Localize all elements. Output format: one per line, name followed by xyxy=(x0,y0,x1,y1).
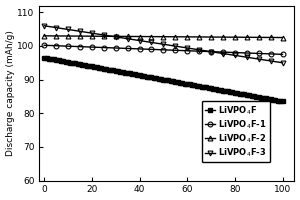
LiVPO$_4$F-1 xyxy=(102,46,106,49)
Line: LiVPO$_4$F-1: LiVPO$_4$F-1 xyxy=(42,43,285,57)
LiVPO$_4$F-2 xyxy=(59,35,63,37)
LiVPO$_4$F xyxy=(102,67,106,70)
LiVPO$_4$F-1 xyxy=(42,44,46,46)
Line: LiVPO$_4$F-3: LiVPO$_4$F-3 xyxy=(42,23,285,65)
LiVPO$_4$F xyxy=(59,60,63,62)
Y-axis label: Discharge capacity (mAh/g): Discharge capacity (mAh/g) xyxy=(6,30,15,156)
LiVPO$_4$F-2 xyxy=(42,35,46,37)
LiVPO$_4$F-2 xyxy=(102,35,106,37)
LiVPO$_4$F-1 xyxy=(152,48,156,51)
LiVPO$_4$F xyxy=(209,87,213,90)
LiVPO$_4$F-1 xyxy=(209,50,213,53)
LiVPO$_4$F-2 xyxy=(221,36,225,38)
LiVPO$_4$F xyxy=(185,83,189,85)
LiVPO$_4$F-2 xyxy=(281,36,284,39)
LiVPO$_4$F-3 xyxy=(102,34,106,36)
LiVPO$_4$F-3 xyxy=(59,27,63,30)
LiVPO$_4$F xyxy=(42,57,46,59)
LiVPO$_4$F-2 xyxy=(185,36,189,38)
LiVPO$_4$F xyxy=(152,77,156,79)
LiVPO$_4$F-2 xyxy=(209,36,213,38)
LiVPO$_4$F-1 xyxy=(221,51,225,53)
LiVPO$_4$F-3 xyxy=(152,42,156,44)
LiVPO$_4$F-1 xyxy=(59,45,63,47)
LiVPO$_4$F xyxy=(281,100,284,103)
Line: LiVPO$_4$F: LiVPO$_4$F xyxy=(43,56,284,103)
LiVPO$_4$F-3 xyxy=(42,25,46,27)
LiVPO$_4$F-3 xyxy=(281,62,284,64)
LiVPO$_4$F-3 xyxy=(185,47,189,49)
Legend: LiVPO$_4$F, LiVPO$_4$F-1, LiVPO$_4$F-2, LiVPO$_4$F-3: LiVPO$_4$F, LiVPO$_4$F-1, LiVPO$_4$F-2, … xyxy=(202,101,270,162)
LiVPO$_4$F-1 xyxy=(281,53,284,56)
LiVPO$_4$F-1 xyxy=(185,50,189,52)
LiVPO$_4$F xyxy=(221,89,225,92)
LiVPO$_4$F-2 xyxy=(152,35,156,38)
LiVPO$_4$F-3 xyxy=(209,50,213,53)
Line: LiVPO$_4$F-2: LiVPO$_4$F-2 xyxy=(42,33,285,40)
LiVPO$_4$F-3 xyxy=(221,52,225,55)
